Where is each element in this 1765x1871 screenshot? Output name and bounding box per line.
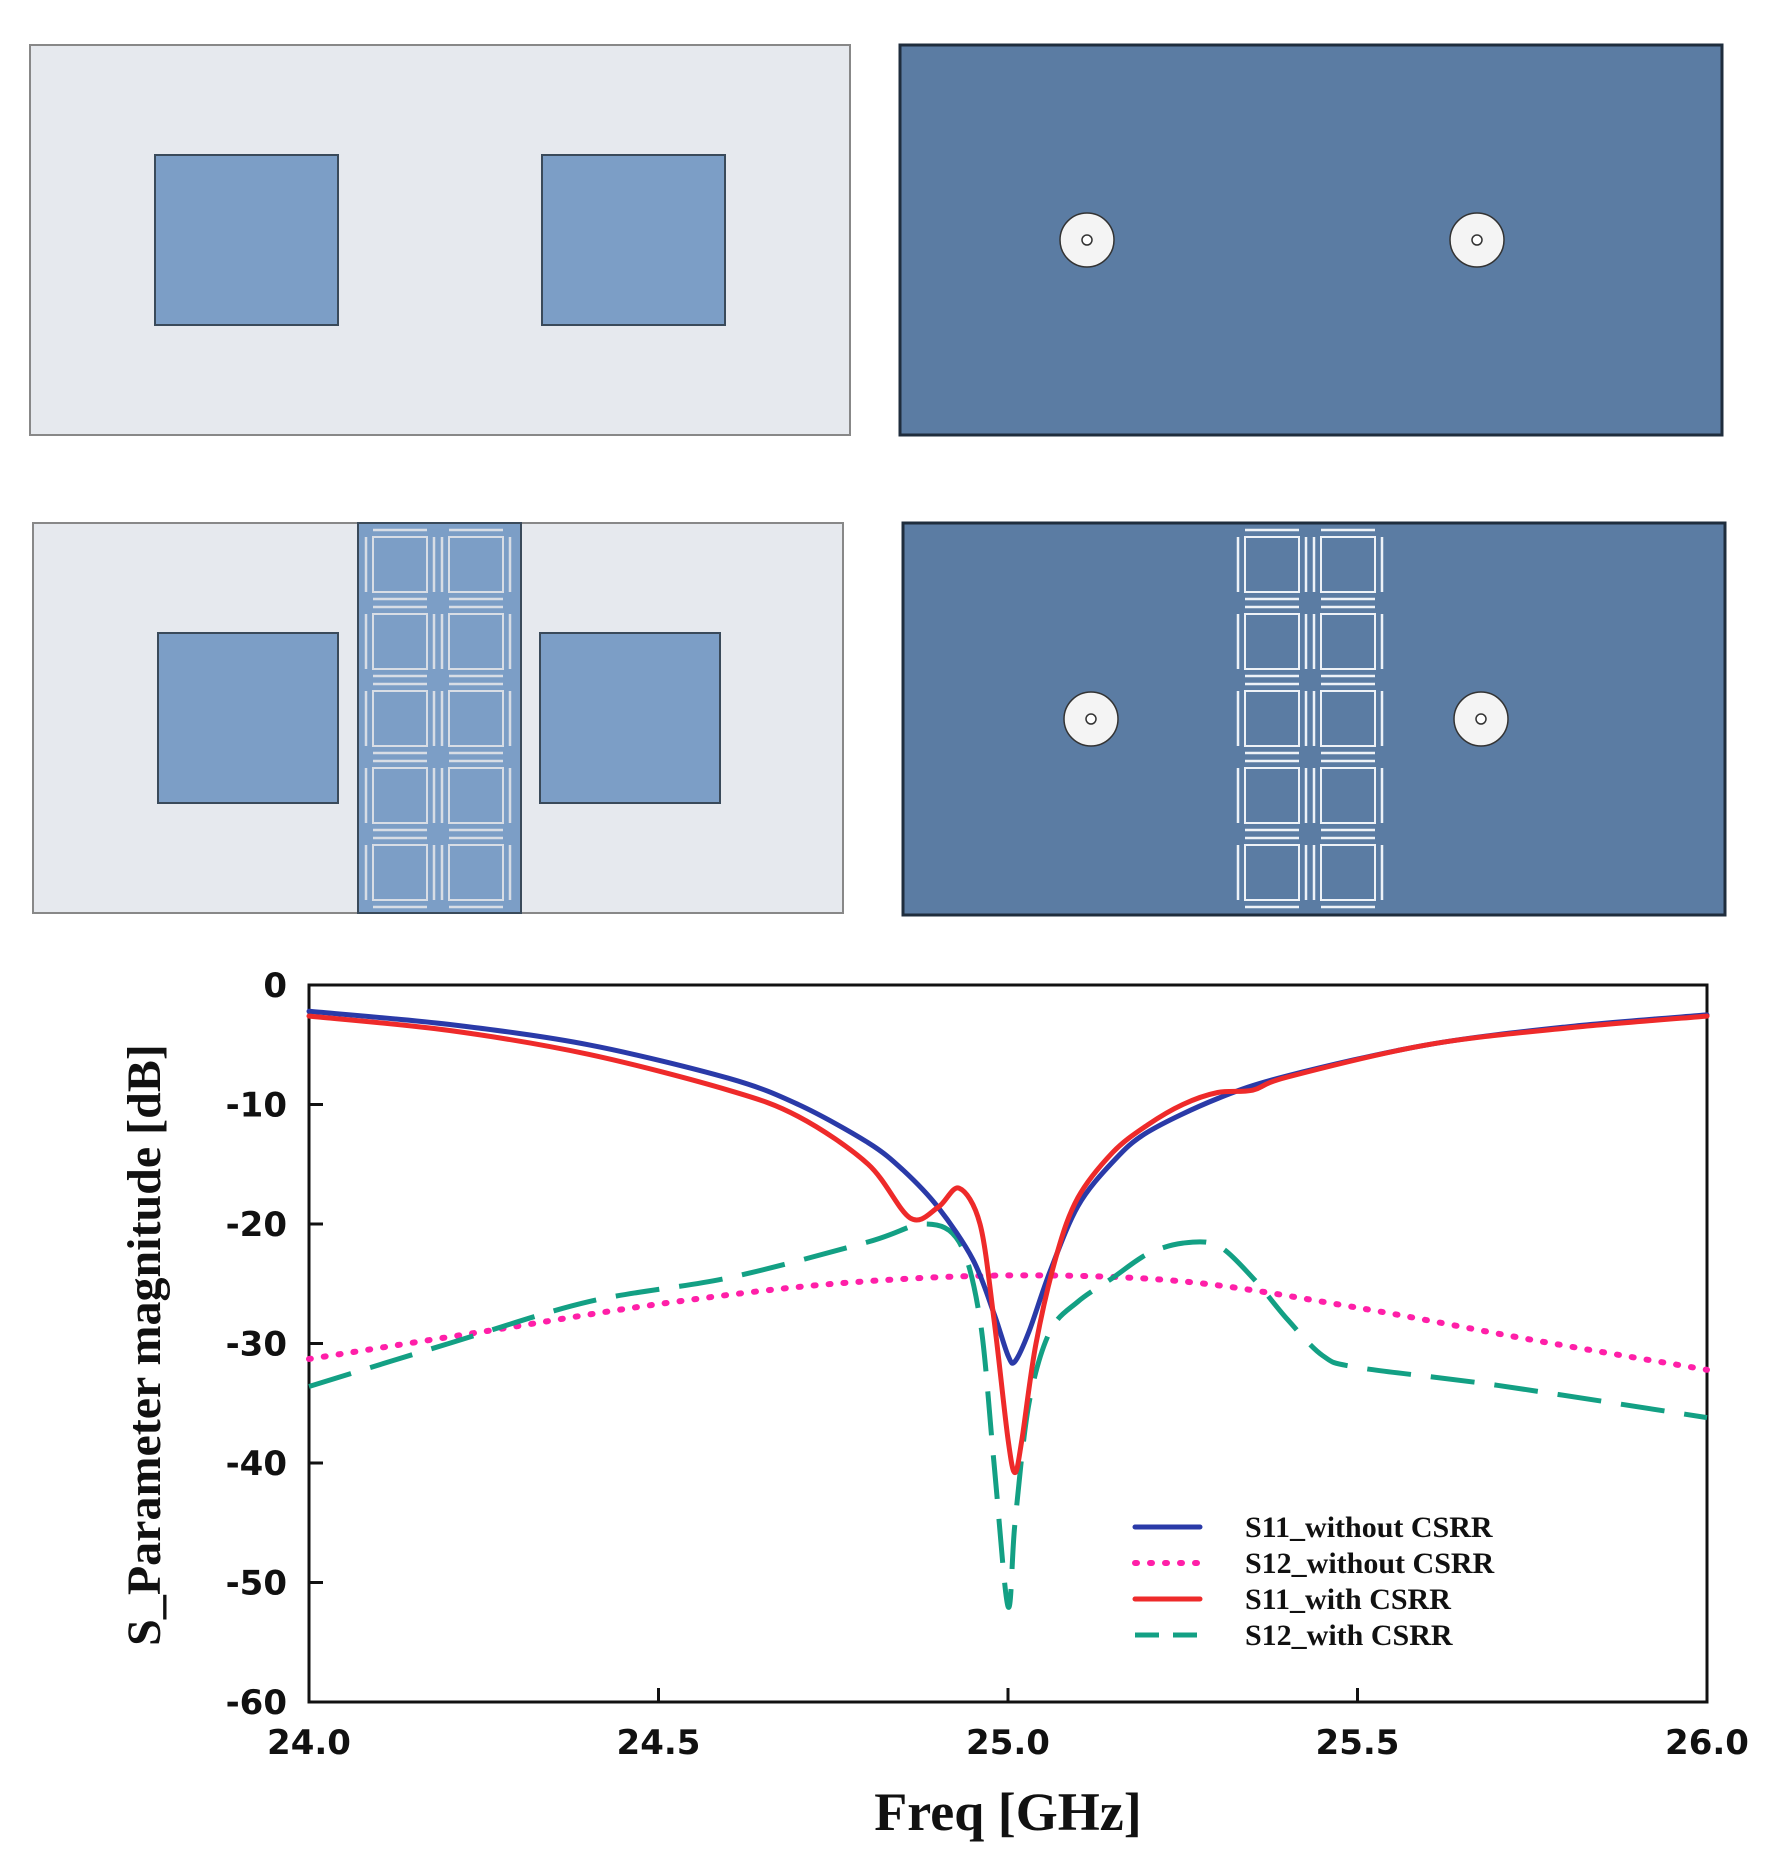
y-tick-label: -50 [226, 1564, 287, 1604]
legend-label: S11_with CSRR [1245, 1583, 1451, 1616]
csrr-cell [364, 759, 436, 832]
antenna-bottom-view-with-csrr [901, 521, 1727, 917]
csrr-cell [1312, 528, 1384, 601]
csrr-cell [440, 682, 512, 755]
y-tick-label: -40 [226, 1444, 287, 1484]
csrr-cell [364, 528, 436, 601]
y-tick-label: -10 [226, 1086, 287, 1126]
csrr-cell [1312, 605, 1384, 678]
series-layer [306, 1008, 1710, 1610]
feed-port-left [1063, 691, 1119, 747]
x-tick-label: 26.0 [1665, 1723, 1749, 1763]
feed-port-left [1059, 212, 1115, 268]
substrate [29, 44, 851, 436]
ground-plane [898, 43, 1724, 437]
patch-left [154, 154, 339, 326]
y-tick-label: 0 [263, 966, 287, 1006]
csrr-cell [1236, 682, 1308, 755]
series-line-s12-with-csrr [308, 1221, 1708, 1610]
antenna-bottom-view-without-csrr [898, 43, 1724, 437]
csrr-cell [1312, 682, 1384, 755]
s-parameter-chart: 0 -10 -20 -30 -40 -50 -60 24.0 24.5 25.0 25.5 26.0… [118, 966, 1749, 1842]
legend-label: S12_with CSRR [1245, 1619, 1453, 1652]
patch-left [157, 632, 339, 804]
csrr-cell [440, 836, 512, 909]
csrr-cell [440, 605, 512, 678]
x-tick-label: 25.0 [966, 1723, 1050, 1763]
patch-right [539, 632, 721, 804]
legend-label: S12_without CSRR [1245, 1547, 1495, 1580]
antenna-top-view-without-csrr [29, 44, 851, 436]
csrr-cell [1312, 836, 1384, 909]
csrr-cell [1236, 528, 1308, 601]
y-tick-label: -60 [226, 1683, 287, 1723]
csrr-cell [1236, 836, 1308, 909]
csrr-cell [440, 759, 512, 832]
antenna-top-view-with-csrr [32, 522, 844, 914]
y-axis-label: S_Parameter magnitude [dB] [118, 1044, 171, 1646]
csrr-cell [1312, 759, 1384, 832]
csrr-cell [364, 682, 436, 755]
csrr-array [1236, 528, 1384, 909]
x-axis-label: Freq [GHz] [874, 1782, 1141, 1842]
csrr-array [364, 528, 512, 909]
csrr-cell [364, 605, 436, 678]
feed-port-right [1449, 212, 1505, 268]
x-tick-label: 25.5 [1316, 1723, 1400, 1763]
csrr-strip [357, 522, 522, 914]
csrr-cell [1236, 759, 1308, 832]
y-axis: 0 -10 -20 -30 -40 -50 -60 [226, 966, 323, 1723]
patch-right [541, 154, 726, 326]
csrr-cell [364, 836, 436, 909]
x-axis: 24.0 24.5 25.0 25.5 26.0 [267, 1688, 1749, 1763]
feed-port-right [1453, 691, 1509, 747]
csrr-cell [440, 528, 512, 601]
x-tick-label: 24.5 [617, 1723, 701, 1763]
y-tick-label: -30 [226, 1325, 287, 1365]
y-tick-label: -20 [226, 1205, 287, 1245]
series-line-s11-with-csrr [306, 1013, 1710, 1476]
series-line-s12-without-csrr [306, 1272, 1710, 1373]
legend-label: S11_without CSRR [1245, 1511, 1493, 1544]
series-line-s11-without-csrr [306, 1008, 1710, 1366]
x-tick-label: 24.0 [267, 1723, 351, 1763]
csrr-cell [1236, 605, 1308, 678]
